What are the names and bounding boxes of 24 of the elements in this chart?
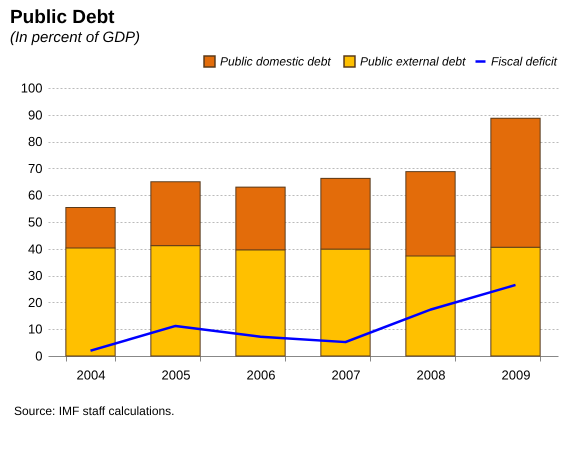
y-tick-label: 90 xyxy=(28,107,42,122)
x-tick-label: 2007 xyxy=(332,368,360,382)
line-series xyxy=(89,284,517,352)
legend-label: Public domestic debt xyxy=(220,54,332,69)
y-tick-label: 20 xyxy=(28,294,42,310)
x-tick-label: 2004 xyxy=(76,368,106,382)
chart-subtitle: (In percent of GDP) xyxy=(10,29,140,46)
y-tick-label: 0 xyxy=(35,348,42,364)
y-tick-label: 30 xyxy=(28,268,42,284)
chart-title: Public Debt xyxy=(10,7,116,28)
x-tick-label: 2006 xyxy=(246,368,276,382)
y-tick-label: 80 xyxy=(28,134,42,150)
legend-label: Fiscal deficit xyxy=(491,54,558,68)
x-tick-label: 2009 xyxy=(502,368,530,382)
source-note: Source: IMF staff calculations. xyxy=(14,404,176,418)
y-tick-label: 100 xyxy=(20,80,42,96)
y-tick-label: 50 xyxy=(28,214,42,230)
y-tick-label: 40 xyxy=(28,241,42,256)
y-tick-label: 70 xyxy=(28,160,42,176)
y-tick-label: 10 xyxy=(28,322,42,337)
x-tick-label: 2008 xyxy=(416,368,446,382)
legend-label: Public external debt xyxy=(360,54,466,69)
y-tick-label: 60 xyxy=(28,188,42,203)
x-tick-label: 2005 xyxy=(162,368,190,382)
